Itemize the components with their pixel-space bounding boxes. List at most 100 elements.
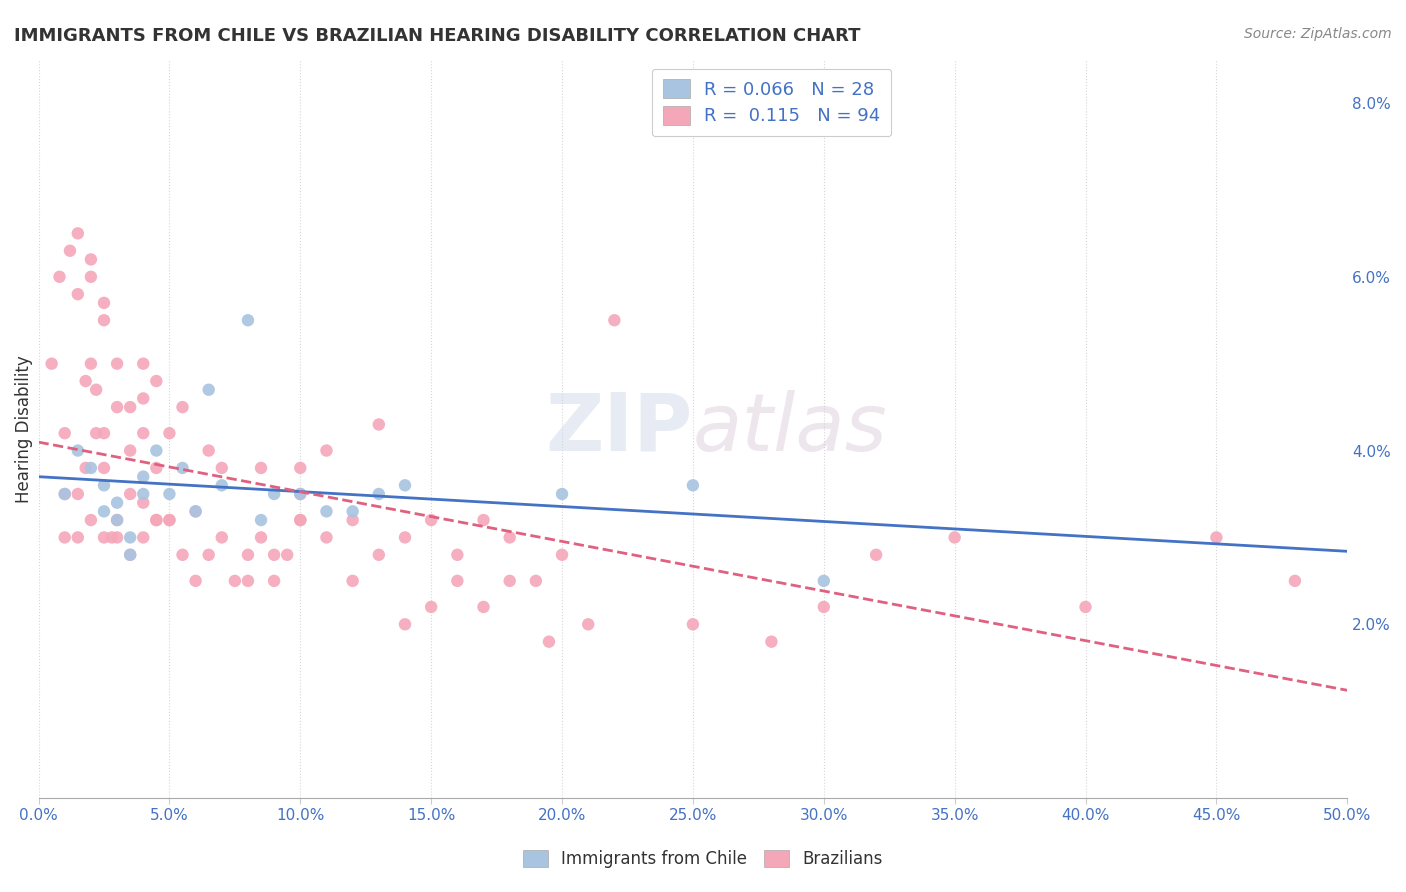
Point <box>1284 574 1306 588</box>
Point <box>75 461 97 475</box>
Point <box>1074 599 1097 614</box>
Point <box>145 461 167 475</box>
Point <box>236 548 259 562</box>
Point <box>290 513 312 527</box>
Point <box>132 530 155 544</box>
Point <box>93 461 115 475</box>
Point <box>145 513 167 527</box>
Point <box>551 487 574 501</box>
Point <box>132 496 155 510</box>
Point <box>236 313 259 327</box>
Point <box>120 548 142 562</box>
Point <box>197 443 219 458</box>
Point <box>682 478 704 492</box>
Point <box>53 426 76 441</box>
Point <box>420 513 443 527</box>
Point <box>813 574 835 588</box>
Point <box>315 504 337 518</box>
Point <box>105 496 128 510</box>
Point <box>184 574 207 588</box>
Point <box>120 548 142 562</box>
Point <box>499 530 522 544</box>
Text: Source: ZipAtlas.com: Source: ZipAtlas.com <box>1244 27 1392 41</box>
Point <box>80 357 103 371</box>
Point <box>211 530 233 544</box>
Point <box>290 513 312 527</box>
Point <box>184 504 207 518</box>
Point <box>105 357 128 371</box>
Point <box>263 487 285 501</box>
Point <box>80 252 103 267</box>
Point <box>290 487 312 501</box>
Point <box>80 513 103 527</box>
Point <box>197 548 219 562</box>
Point <box>603 313 626 327</box>
Point <box>682 617 704 632</box>
Point <box>394 478 416 492</box>
Point <box>524 574 547 588</box>
Point <box>342 513 364 527</box>
Point <box>132 392 155 406</box>
Point <box>53 487 76 501</box>
Legend: Immigrants from Chile, Brazilians: Immigrants from Chile, Brazilians <box>516 843 890 875</box>
Point <box>120 530 142 544</box>
Text: IMMIGRANTS FROM CHILE VS BRAZILIAN HEARING DISABILITY CORRELATION CHART: IMMIGRANTS FROM CHILE VS BRAZILIAN HEARI… <box>14 27 860 45</box>
Point <box>236 574 259 588</box>
Point <box>446 574 468 588</box>
Point <box>172 548 194 562</box>
Point <box>84 383 107 397</box>
Point <box>813 599 835 614</box>
Point <box>250 461 273 475</box>
Point <box>250 530 273 544</box>
Point <box>263 548 285 562</box>
Point <box>120 487 142 501</box>
Point <box>367 548 389 562</box>
Point <box>145 374 167 388</box>
Text: ZIP: ZIP <box>546 390 693 467</box>
Point <box>105 513 128 527</box>
Point <box>263 574 285 588</box>
Point <box>865 548 887 562</box>
Point <box>342 504 364 518</box>
Point <box>537 634 560 648</box>
Point <box>66 487 89 501</box>
Point <box>84 426 107 441</box>
Point <box>290 487 312 501</box>
Point <box>499 574 522 588</box>
Point <box>551 548 574 562</box>
Point <box>105 400 128 414</box>
Point <box>197 383 219 397</box>
Point <box>120 443 142 458</box>
Point <box>93 504 115 518</box>
Point <box>66 227 89 241</box>
Point <box>66 287 89 301</box>
Point <box>159 513 181 527</box>
Point <box>66 443 89 458</box>
Point <box>53 487 76 501</box>
Point <box>211 461 233 475</box>
Point <box>80 461 103 475</box>
Point <box>105 513 128 527</box>
Point <box>172 400 194 414</box>
Point <box>420 599 443 614</box>
Point <box>93 478 115 492</box>
Text: atlas: atlas <box>693 390 887 467</box>
Point <box>943 530 966 544</box>
Point <box>394 530 416 544</box>
Point <box>132 426 155 441</box>
Point <box>48 269 70 284</box>
Point <box>211 478 233 492</box>
Point <box>145 443 167 458</box>
Point <box>75 374 97 388</box>
Point <box>53 530 76 544</box>
Point <box>101 530 124 544</box>
Point <box>93 313 115 327</box>
Point <box>93 296 115 310</box>
Point <box>66 530 89 544</box>
Point <box>184 504 207 518</box>
Point <box>250 513 273 527</box>
Point <box>93 426 115 441</box>
Point <box>172 461 194 475</box>
Point <box>276 548 298 562</box>
Point <box>290 461 312 475</box>
